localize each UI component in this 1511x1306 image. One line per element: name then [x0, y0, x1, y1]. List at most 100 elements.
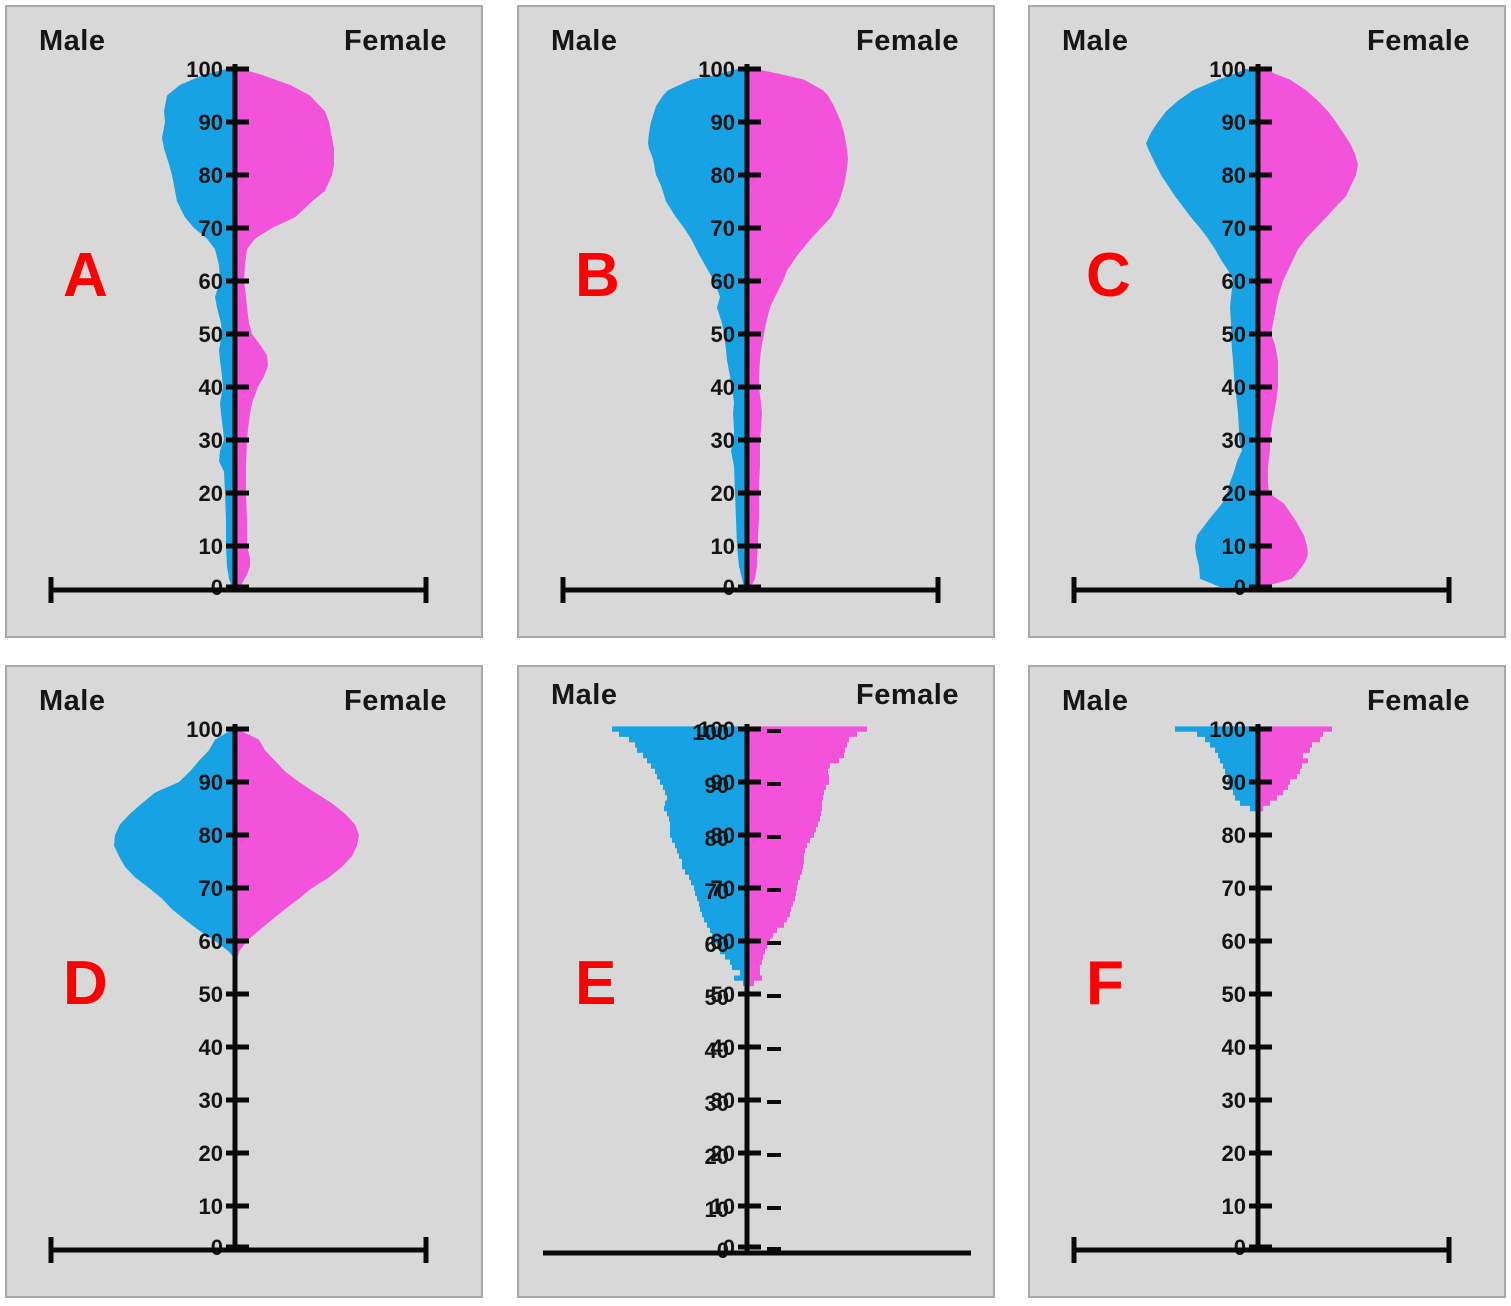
- axis-tick-label: 90: [199, 110, 223, 135]
- female-label: Female: [1367, 25, 1470, 57]
- axis-tick-label: 70: [711, 876, 735, 901]
- pyramid-svg-d: 0102030405060708090100: [48, 717, 429, 1263]
- axis-tick-label: 80: [711, 823, 735, 848]
- female-label: Female: [344, 685, 447, 717]
- pyramid-male-shape: [1175, 726, 1258, 817]
- axis-tick-label: 70: [199, 216, 223, 241]
- male-label: Male: [39, 685, 106, 717]
- panel-e: 0010102020303040405050606070708080909010…: [517, 665, 995, 1298]
- pyramid-female-shape: [235, 69, 334, 587]
- pyramid-svg-f: 0102030405060708090100: [1071, 717, 1452, 1263]
- axis-tick-label: 90: [711, 770, 735, 795]
- pyramid-svg-b: 0102030405060708090100: [560, 57, 941, 603]
- axis-tick-label: 20: [1222, 481, 1246, 506]
- axis-tick-label: 30: [199, 428, 223, 453]
- panel-f: 0102030405060708090100 Male Female F: [1028, 665, 1506, 1298]
- axis-tick-label-ghost: 50: [705, 985, 729, 1010]
- panel-a: 0102030405060708090100 Male Female A: [5, 5, 483, 638]
- axis-tick-label: 70: [711, 216, 735, 241]
- female-label: Female: [856, 679, 959, 711]
- male-label: Male: [551, 679, 618, 711]
- axis-tick-label: 60: [199, 269, 223, 294]
- axis-tick-label: 50: [711, 322, 735, 347]
- axis-tick-label: 60: [711, 929, 735, 954]
- axis-tick-label: 80: [711, 163, 735, 188]
- axis-tick-label: 100: [698, 57, 735, 82]
- axis-tick-label-ghost: 100: [692, 720, 729, 745]
- pyramid-male-shape: [1146, 69, 1258, 587]
- axis-tick-label: 30: [1222, 428, 1246, 453]
- axis-tick-label: 30: [711, 428, 735, 453]
- axis-tick-label-ghost: 90: [705, 773, 729, 798]
- pyramid-male-shape: [612, 726, 747, 987]
- pyramid-female-shape: [1258, 69, 1358, 587]
- axis-tick-label: 90: [199, 770, 223, 795]
- axis-tick-label: 100: [186, 57, 223, 82]
- axis-tick-label-ghost: 20: [705, 1144, 729, 1169]
- pyramid-svg-a: 0102030405060708090100: [48, 57, 429, 603]
- panel-letter-a: A: [63, 241, 108, 310]
- panel-letter-b: B: [575, 241, 620, 310]
- pyramid-female-shape: [1258, 726, 1332, 817]
- female-label: Female: [344, 25, 447, 57]
- axis-tick-label: 90: [1222, 770, 1246, 795]
- axis-tick-label: 70: [1222, 876, 1246, 901]
- axis-tick-label: 100: [698, 717, 735, 742]
- pyramid-female-shape: [235, 729, 359, 963]
- axis-tick-label: 60: [199, 929, 223, 954]
- axis-tick-label: 50: [199, 982, 223, 1007]
- axis-tick-label: 20: [711, 1141, 735, 1166]
- panel-letter-f: F: [1086, 949, 1124, 1018]
- axis-tick-label: 50: [1222, 322, 1246, 347]
- axis-tick-label-ghost: 40: [705, 1038, 729, 1063]
- axis-tick-label: 30: [1222, 1088, 1246, 1113]
- female-label: Female: [1367, 685, 1470, 717]
- pyramid-male-shape: [114, 729, 235, 957]
- male-label: Male: [551, 25, 618, 57]
- axis-tick-label: 50: [199, 322, 223, 347]
- pyramid-svg-e: 0010102020303040405050606070708080909010…: [543, 717, 971, 1263]
- axis-tick-label: 10: [1222, 1194, 1246, 1219]
- axis-tick-label: 50: [711, 982, 735, 1007]
- axis-tick-label: 30: [199, 1088, 223, 1113]
- male-label: Male: [1062, 25, 1129, 57]
- male-label: Male: [1062, 685, 1129, 717]
- axis-tick-label: 60: [1222, 929, 1246, 954]
- pyramid-svg-c: 0102030405060708090100: [1071, 57, 1452, 603]
- axis-tick-label-ghost: 10: [705, 1197, 729, 1222]
- male-label: Male: [39, 25, 106, 57]
- axis-tick-label: 40: [711, 375, 735, 400]
- axis-tick-label: 20: [711, 481, 735, 506]
- axis-tick-label: 40: [199, 1035, 223, 1060]
- axis-tick-label-ghost: 80: [705, 826, 729, 851]
- axis-tick-label: 100: [186, 717, 223, 742]
- pyramid-male-shape: [162, 69, 235, 587]
- axis-tick-label: 20: [199, 481, 223, 506]
- female-label: Female: [856, 25, 959, 57]
- axis-tick-label: 40: [1222, 375, 1246, 400]
- pyramid-male-shape: [648, 69, 747, 587]
- axis-tick-label: 70: [1222, 216, 1246, 241]
- axis-tick-label: 10: [199, 534, 223, 559]
- axis-tick-label: 10: [1222, 534, 1246, 559]
- axis-tick-label: 90: [1222, 110, 1246, 135]
- axis-tick-label: 20: [1222, 1141, 1246, 1166]
- axis-tick-label: 80: [199, 163, 223, 188]
- pyramid-female-shape: [747, 726, 867, 987]
- axis-tick-label: 40: [711, 1035, 735, 1060]
- panel-b: 0102030405060708090100 Male Female B: [517, 5, 995, 638]
- axis-tick-label: 60: [711, 269, 735, 294]
- axis-tick-label: 60: [1222, 269, 1246, 294]
- panel-letter-e: E: [575, 949, 617, 1018]
- axis-tick-label: 100: [1209, 57, 1246, 82]
- axis-tick-label: 30: [711, 1088, 735, 1113]
- axis-tick-label: 90: [711, 110, 735, 135]
- axis-tick-label: 10: [711, 1194, 735, 1219]
- panel-d: 0102030405060708090100 Male Female D: [5, 665, 483, 1298]
- pyramid-female-shape: [747, 69, 848, 587]
- panel-letter-d: D: [63, 949, 108, 1018]
- axis-tick-label-ghost: 30: [705, 1091, 729, 1116]
- axis-tick-label: 50: [1222, 982, 1246, 1007]
- panel-c: 0102030405060708090100 Male Female C: [1028, 5, 1506, 638]
- axis-tick-label: 20: [199, 1141, 223, 1166]
